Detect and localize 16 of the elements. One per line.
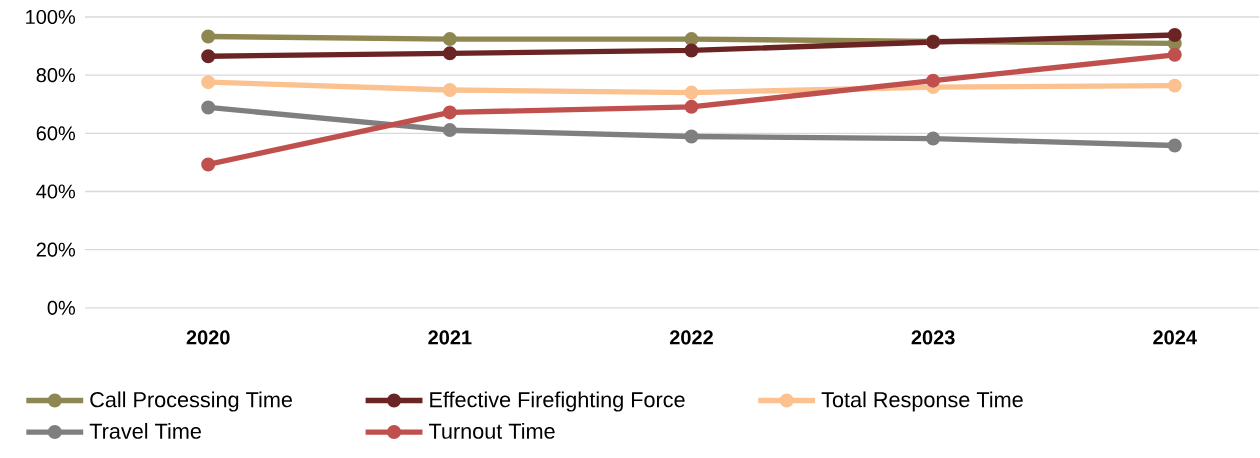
y-tick-label: 60% (36, 126, 76, 141)
legend-label: Call Processing Time (90, 391, 292, 412)
y-tick-label: 80% (36, 68, 76, 83)
legend-label: Effective Firefighting Force (430, 391, 685, 412)
legend-label: Total Response Time (821, 391, 1023, 412)
x-tick-label: 2023 (911, 330, 955, 345)
x-tick-label: 2022 (669, 330, 713, 345)
y-tick-label: 40% (36, 184, 76, 199)
y-tick-label: 0% (47, 300, 76, 316)
x-tick-label: 2020 (186, 330, 230, 345)
x-tick-label: 2021 (428, 330, 472, 345)
x-tick-label: 2024 (1153, 330, 1197, 345)
legend-label: Travel Time (89, 423, 201, 439)
legend-label: Turnout Time (428, 423, 555, 439)
y-tick-label: 20% (36, 242, 76, 257)
y-tick-label: 100% (26, 10, 76, 25)
